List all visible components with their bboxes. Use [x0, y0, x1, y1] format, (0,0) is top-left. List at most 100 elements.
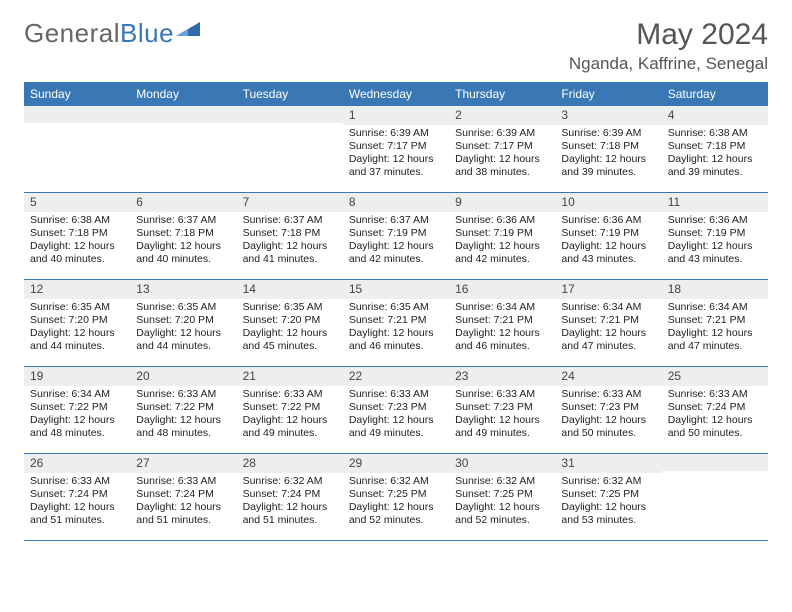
daylight-line: Daylight: 12 hours and 46 minutes. [455, 327, 549, 353]
day-number: 17 [555, 280, 661, 299]
day-number: 11 [662, 193, 768, 212]
day-number: 4 [662, 106, 768, 125]
day-cell [662, 454, 768, 540]
dow-cell: Sunday [24, 82, 130, 106]
day-cell: 2Sunrise: 6:39 AMSunset: 7:17 PMDaylight… [449, 106, 555, 192]
sunset-line: Sunset: 7:18 PM [561, 140, 655, 153]
sunrise-line: Sunrise: 6:34 AM [668, 301, 762, 314]
day-number [130, 106, 236, 123]
week-row: 1Sunrise: 6:39 AMSunset: 7:17 PMDaylight… [24, 106, 768, 193]
sunrise-line: Sunrise: 6:35 AM [30, 301, 124, 314]
day-cell: 22Sunrise: 6:33 AMSunset: 7:23 PMDayligh… [343, 367, 449, 453]
daylight-line: Daylight: 12 hours and 51 minutes. [30, 501, 124, 527]
day-body: Sunrise: 6:33 AMSunset: 7:24 PMDaylight:… [662, 386, 768, 445]
day-number [24, 106, 130, 123]
daylight-line: Daylight: 12 hours and 50 minutes. [561, 414, 655, 440]
day-cell: 21Sunrise: 6:33 AMSunset: 7:22 PMDayligh… [237, 367, 343, 453]
sunset-line: Sunset: 7:23 PM [455, 401, 549, 414]
sunset-line: Sunset: 7:20 PM [30, 314, 124, 327]
day-number: 22 [343, 367, 449, 386]
day-body: Sunrise: 6:34 AMSunset: 7:21 PMDaylight:… [662, 299, 768, 358]
day-body: Sunrise: 6:35 AMSunset: 7:20 PMDaylight:… [237, 299, 343, 358]
day-number: 7 [237, 193, 343, 212]
daylight-line: Daylight: 12 hours and 43 minutes. [668, 240, 762, 266]
day-body: Sunrise: 6:38 AMSunset: 7:18 PMDaylight:… [662, 125, 768, 184]
daylight-line: Daylight: 12 hours and 46 minutes. [349, 327, 443, 353]
daylight-line: Daylight: 12 hours and 47 minutes. [561, 327, 655, 353]
sunset-line: Sunset: 7:25 PM [561, 488, 655, 501]
day-number: 1 [343, 106, 449, 125]
sunrise-line: Sunrise: 6:32 AM [243, 475, 337, 488]
day-cell: 30Sunrise: 6:32 AMSunset: 7:25 PMDayligh… [449, 454, 555, 540]
day-number: 16 [449, 280, 555, 299]
sunset-line: Sunset: 7:22 PM [243, 401, 337, 414]
sunset-line: Sunset: 7:19 PM [668, 227, 762, 240]
sunset-line: Sunset: 7:22 PM [30, 401, 124, 414]
sunrise-line: Sunrise: 6:36 AM [455, 214, 549, 227]
sunrise-line: Sunrise: 6:33 AM [668, 388, 762, 401]
sunset-line: Sunset: 7:21 PM [349, 314, 443, 327]
sunrise-line: Sunrise: 6:38 AM [30, 214, 124, 227]
day-cell [130, 106, 236, 192]
day-number: 28 [237, 454, 343, 473]
week-row: 12Sunrise: 6:35 AMSunset: 7:20 PMDayligh… [24, 280, 768, 367]
daylight-line: Daylight: 12 hours and 43 minutes. [561, 240, 655, 266]
location: Nganda, Kaffrine, Senegal [569, 54, 768, 74]
daylight-line: Daylight: 12 hours and 45 minutes. [243, 327, 337, 353]
day-body: Sunrise: 6:32 AMSunset: 7:25 PMDaylight:… [343, 473, 449, 532]
sunset-line: Sunset: 7:18 PM [668, 140, 762, 153]
day-number: 14 [237, 280, 343, 299]
week-row: 26Sunrise: 6:33 AMSunset: 7:24 PMDayligh… [24, 454, 768, 541]
sunrise-line: Sunrise: 6:33 AM [243, 388, 337, 401]
logo-text: GeneralBlue [24, 18, 174, 49]
day-number: 23 [449, 367, 555, 386]
day-body: Sunrise: 6:36 AMSunset: 7:19 PMDaylight:… [449, 212, 555, 271]
daylight-line: Daylight: 12 hours and 48 minutes. [30, 414, 124, 440]
day-cell: 7Sunrise: 6:37 AMSunset: 7:18 PMDaylight… [237, 193, 343, 279]
day-cell: 28Sunrise: 6:32 AMSunset: 7:24 PMDayligh… [237, 454, 343, 540]
dow-cell: Tuesday [237, 82, 343, 106]
daylight-line: Daylight: 12 hours and 42 minutes. [455, 240, 549, 266]
day-number: 30 [449, 454, 555, 473]
sunset-line: Sunset: 7:21 PM [668, 314, 762, 327]
day-body: Sunrise: 6:33 AMSunset: 7:22 PMDaylight:… [130, 386, 236, 445]
day-number: 20 [130, 367, 236, 386]
day-number [237, 106, 343, 123]
sunset-line: Sunset: 7:20 PM [243, 314, 337, 327]
day-cell [24, 106, 130, 192]
day-body: Sunrise: 6:33 AMSunset: 7:23 PMDaylight:… [555, 386, 661, 445]
day-cell: 15Sunrise: 6:35 AMSunset: 7:21 PMDayligh… [343, 280, 449, 366]
header: GeneralBlue May 2024 Nganda, Kaffrine, S… [24, 18, 768, 74]
day-body: Sunrise: 6:34 AMSunset: 7:22 PMDaylight:… [24, 386, 130, 445]
day-body: Sunrise: 6:36 AMSunset: 7:19 PMDaylight:… [662, 212, 768, 271]
daylight-line: Daylight: 12 hours and 44 minutes. [30, 327, 124, 353]
sunset-line: Sunset: 7:18 PM [136, 227, 230, 240]
sunrise-line: Sunrise: 6:38 AM [668, 127, 762, 140]
day-number: 10 [555, 193, 661, 212]
sunrise-line: Sunrise: 6:33 AM [455, 388, 549, 401]
logo-part1: General [24, 18, 120, 48]
day-body: Sunrise: 6:32 AMSunset: 7:25 PMDaylight:… [449, 473, 555, 532]
day-cell: 13Sunrise: 6:35 AMSunset: 7:20 PMDayligh… [130, 280, 236, 366]
dow-cell: Monday [130, 82, 236, 106]
sunrise-line: Sunrise: 6:39 AM [561, 127, 655, 140]
sunset-line: Sunset: 7:19 PM [349, 227, 443, 240]
day-body: Sunrise: 6:38 AMSunset: 7:18 PMDaylight:… [24, 212, 130, 271]
day-cell: 18Sunrise: 6:34 AMSunset: 7:21 PMDayligh… [662, 280, 768, 366]
sunrise-line: Sunrise: 6:35 AM [243, 301, 337, 314]
day-body: Sunrise: 6:37 AMSunset: 7:18 PMDaylight:… [130, 212, 236, 271]
sunset-line: Sunset: 7:24 PM [243, 488, 337, 501]
day-number [662, 454, 768, 471]
sunset-line: Sunset: 7:25 PM [455, 488, 549, 501]
day-body: Sunrise: 6:33 AMSunset: 7:22 PMDaylight:… [237, 386, 343, 445]
logo-triangle-icon [176, 22, 204, 40]
sunrise-line: Sunrise: 6:36 AM [668, 214, 762, 227]
day-body: Sunrise: 6:34 AMSunset: 7:21 PMDaylight:… [555, 299, 661, 358]
sunrise-line: Sunrise: 6:39 AM [349, 127, 443, 140]
day-body: Sunrise: 6:32 AMSunset: 7:25 PMDaylight:… [555, 473, 661, 532]
month-title: May 2024 [569, 18, 768, 52]
day-number: 29 [343, 454, 449, 473]
day-body: Sunrise: 6:36 AMSunset: 7:19 PMDaylight:… [555, 212, 661, 271]
day-number: 3 [555, 106, 661, 125]
daylight-line: Daylight: 12 hours and 39 minutes. [561, 153, 655, 179]
